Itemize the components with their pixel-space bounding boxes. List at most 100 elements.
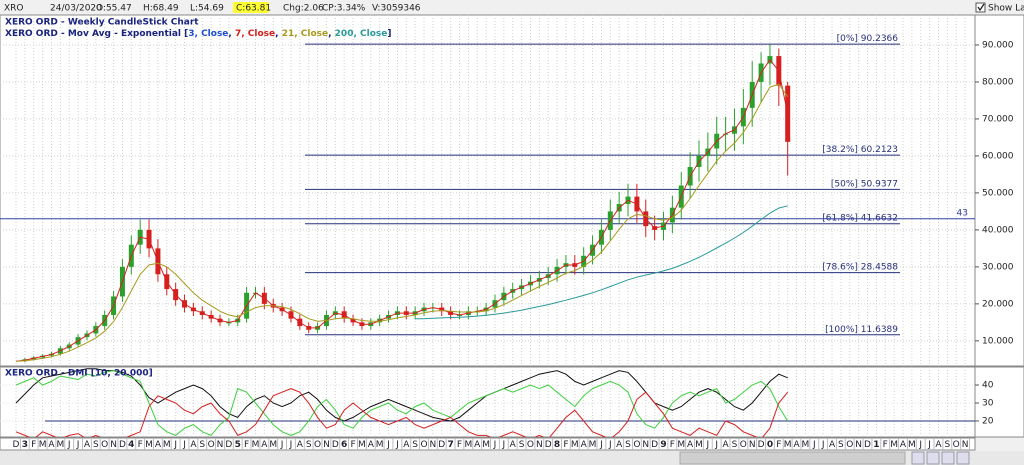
x-tick-label: D <box>332 440 339 450</box>
x-tick-label: F <box>563 440 568 450</box>
x-tick-label: A <box>510 440 517 450</box>
x-tick-label: O <box>953 440 960 450</box>
x-tick-label: S <box>732 440 738 450</box>
fib-value: 11.6389 <box>861 324 898 334</box>
x-tick-label: 9 <box>660 440 666 450</box>
zoom-button[interactable] <box>956 451 970 465</box>
x-tick-label: D <box>119 440 126 450</box>
fib-value: 50.9377 <box>861 179 898 189</box>
x-tick-label: J <box>280 440 284 450</box>
y-tick-label: 60.000 <box>982 151 1014 161</box>
dmi-panel <box>0 366 976 438</box>
x-tick-label: N <box>642 440 649 450</box>
zoom-button[interactable] <box>926 451 940 465</box>
y-tick-label: 40 <box>982 380 994 390</box>
x-tick-label: J <box>493 440 497 450</box>
x-tick-label: M <box>376 440 384 450</box>
x-tick-label: A <box>48 440 55 450</box>
x-tick-label: J <box>289 440 293 450</box>
ma-legend-separator: , <box>228 29 235 39</box>
fib-level: [50%] <box>831 179 858 189</box>
show-last-label[interactable]: Show Last <box>988 4 1024 14</box>
x-tick-label: S <box>412 440 418 450</box>
fib-label: [78.6%] 28.4588 <box>822 262 898 272</box>
y-tick-label: 10.000 <box>982 336 1014 346</box>
y-tick-label: 90.000 <box>982 40 1014 50</box>
ma-legend-suffix: ] <box>387 29 391 39</box>
quote-change: Chg:2.06 <box>283 4 324 14</box>
x-tick-label: M <box>163 440 171 450</box>
x-tick-label: J <box>608 440 612 450</box>
x-tick-label: A <box>581 440 588 450</box>
x-tick-label: J <box>599 440 603 450</box>
x-tick-label: J <box>173 440 177 450</box>
x-tick-label: N <box>110 440 117 450</box>
y-tick-label: 30 <box>982 398 994 408</box>
x-tick-label: 1 <box>873 440 879 450</box>
x-tick-label: 5 <box>235 440 241 450</box>
x-tick-label: A <box>261 440 268 450</box>
legend-entry: 21, Close <box>282 29 328 39</box>
x-tick-label: 3 <box>22 440 28 450</box>
x-tick-label: M <box>269 440 277 450</box>
h-line-label: 43 <box>957 208 968 218</box>
x-tick-label: S <box>625 440 631 450</box>
x-tick-label: O <box>527 440 534 450</box>
x-tick-label: J <box>927 440 931 450</box>
fib-level: [0%] <box>837 34 858 44</box>
x-tick-label: N <box>217 440 224 450</box>
show-last-checkbox[interactable] <box>975 2 986 13</box>
x-tick-label: F <box>776 440 781 450</box>
x-tick-label: J <box>812 440 816 450</box>
y-tick-label: 70.000 <box>982 114 1014 124</box>
x-tick-label: M <box>589 440 597 450</box>
close-highlight <box>233 2 269 13</box>
x-tick-label: A <box>474 440 481 450</box>
x-tick-label: A <box>190 440 197 450</box>
fib-label: [38.2%] 60.2123 <box>822 145 898 155</box>
x-tick-label: M <box>571 440 579 450</box>
legend-entry: 200, Close <box>335 29 388 39</box>
x-tick-label: J <box>76 440 80 450</box>
x-tick-label: A <box>616 440 623 450</box>
x-tick-label: 4 <box>128 440 134 450</box>
x-tick-label: O <box>846 440 853 450</box>
x-tick-label: M <box>890 440 898 450</box>
series-line <box>15 370 789 437</box>
quote-low: L:54.69 <box>190 4 224 14</box>
ma-legend: XERO ORD - Mov Avg - Exponential [3, Clo… <box>5 29 391 39</box>
x-tick-label: N <box>749 440 756 450</box>
x-tick-label: M <box>56 440 64 450</box>
chart-title: XERO ORD - Weekly CandleStick Chart <box>5 18 199 28</box>
scroll-thumb[interactable] <box>679 451 906 465</box>
ma-legend-separator: , <box>328 29 335 39</box>
x-tick-label: A <box>368 440 375 450</box>
x-tick-label: O <box>208 440 215 450</box>
fib-label: [100%] 11.6389 <box>825 324 898 334</box>
x-tick-label: N <box>855 440 862 450</box>
y-tick-label: 30.000 <box>982 262 1014 272</box>
price-axis <box>974 14 1024 367</box>
x-tick-label: D <box>864 440 871 450</box>
x-tick-label: J <box>395 440 399 450</box>
ma-legend-prefix: XERO ORD - Mov Avg - Exponential [ <box>5 29 188 39</box>
quote-volume: V:3059346 <box>372 4 421 14</box>
x-tick-label: A <box>84 440 91 450</box>
x-tick-label: N <box>962 440 969 450</box>
x-tick-label: N <box>323 440 330 450</box>
x-tick-label: D <box>225 440 232 450</box>
fib-label: [61.8%] 41.6632 <box>822 213 898 223</box>
x-tick-label: F <box>350 440 355 450</box>
x-tick-label: A <box>403 440 410 450</box>
fib-value: 60.2123 <box>861 145 898 155</box>
x-tick-label: M <box>252 440 260 450</box>
x-tick-label: S <box>944 440 950 450</box>
x-tick-label: D <box>545 440 552 450</box>
quote-high: H:68.49 <box>143 4 179 14</box>
dmi-plot <box>0 367 975 437</box>
scroll-button[interactable] <box>911 451 925 465</box>
fib-level: [38.2%] <box>822 145 858 155</box>
y-tick-label: 20.000 <box>982 299 1014 309</box>
checkmark <box>977 3 985 12</box>
zoom-button[interactable] <box>941 451 955 465</box>
